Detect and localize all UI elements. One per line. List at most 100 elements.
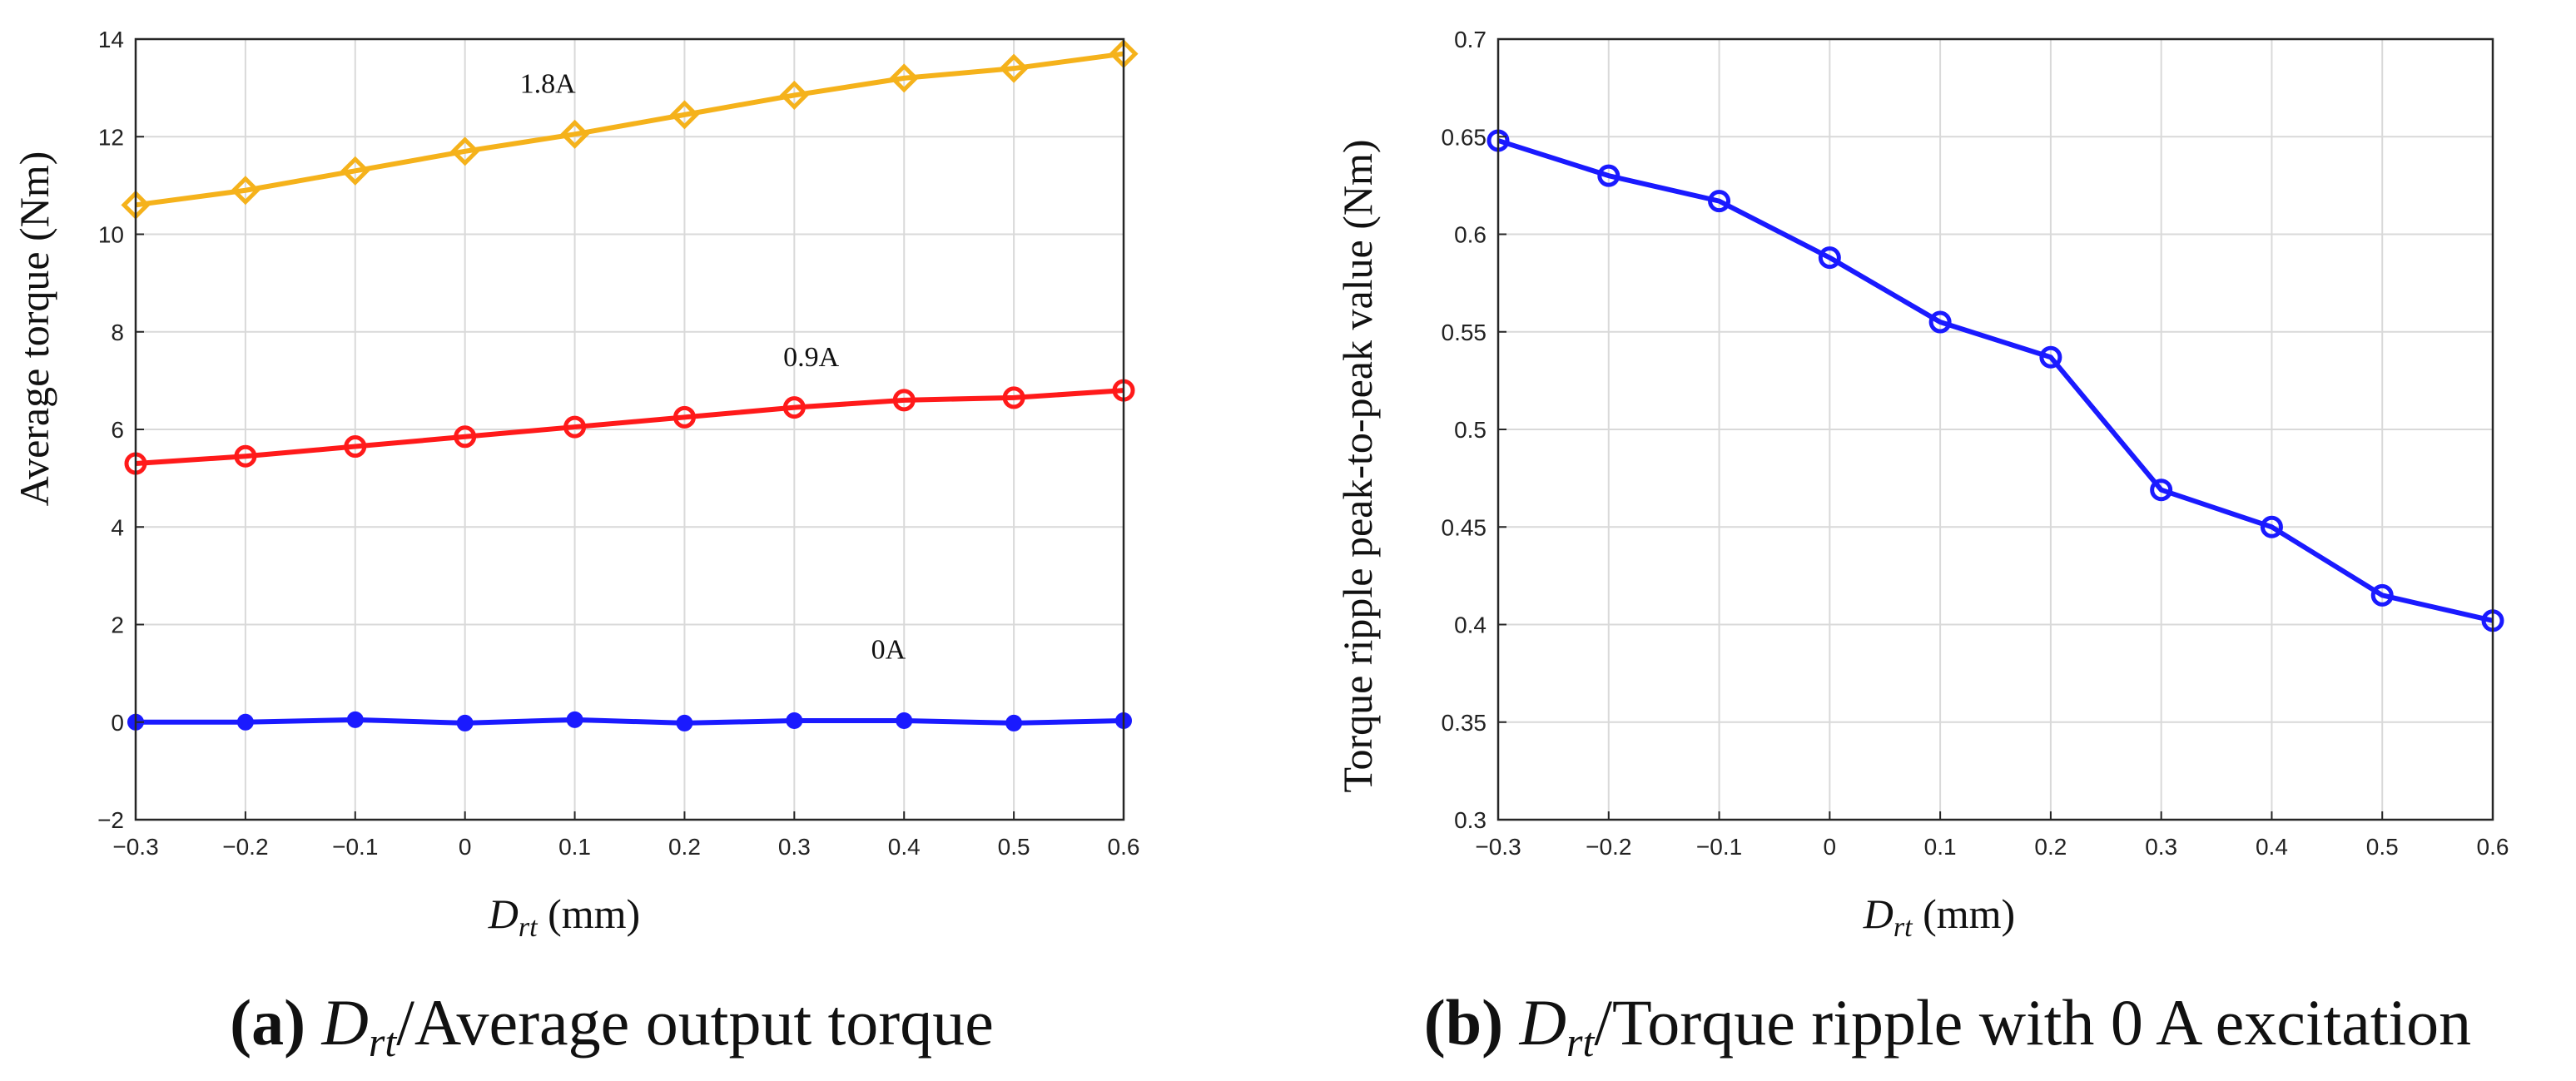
panel-a-series-label: 1.8A — [520, 68, 577, 99]
panel-a-data-point — [892, 389, 916, 412]
panel-a-x-tick-label: 0.4 — [888, 834, 921, 860]
panel-a-data-point — [676, 714, 693, 731]
panel-a-x-tick-label: 0.1 — [558, 834, 591, 860]
panel-b-x-tick-label: −0.2 — [1586, 834, 1631, 860]
panel-a-ticks: −0.3 −0.2 −0.1 0 0.1 0.2 0.3 0.4 0.5 0.6 −2 0 2 4 6 8 10… — [97, 27, 1139, 860]
panel-a-series-line — [135, 388, 1124, 467]
panel-b-x-axis-label-sub: rt — [1894, 912, 1913, 943]
panel-b-y-tick-label: 0.4 — [1454, 612, 1487, 638]
panel-a-y-tick-label: 0 — [111, 710, 124, 736]
panel-b-chart: −0.3 −0.2 −0.1 0 0.1 0.2 0.3 0.4 0.5 0.6 0.3 0.35 0.… — [1334, 27, 2509, 943]
panel-a-data-point — [999, 53, 1029, 83]
panel-a-annotations: 1.8A 0.9A 0A — [520, 68, 906, 665]
panel-b-caption-text: /Torque ripple with 0 A excitation — [1594, 986, 2471, 1059]
panel-b-y-tick-label: 0.3 — [1454, 807, 1487, 833]
panel-b-y-tick-label: 0.5 — [1454, 417, 1487, 443]
panel-a-data-point — [566, 711, 583, 728]
panel-a-data-point — [346, 711, 364, 728]
panel-b-grid — [1497, 38, 2494, 821]
panel-b-series-0a — [1487, 129, 2504, 632]
panel-a-caption-label: (a) — [230, 986, 305, 1059]
panel-b-data-point — [2039, 345, 2062, 369]
panel-b-series — [1487, 129, 2504, 632]
panel-a-data-point — [786, 712, 803, 729]
panel-a-series — [121, 39, 1139, 731]
panel-b-x-axis-label-main: D — [1863, 890, 1894, 937]
panel-b-caption-label: (b) — [1424, 986, 1503, 1059]
panel-b-x-tick-label: 0.5 — [2366, 834, 2399, 860]
panel-b-data-point — [1928, 310, 1952, 334]
panel-a-x-axis-label-unit: (mm) — [538, 890, 641, 937]
panel-a-series-label: 0A — [871, 635, 906, 666]
panel-a-y-tick-label: 2 — [111, 612, 124, 638]
panel-b-data-point — [2150, 479, 2173, 502]
panel-a-data-point — [673, 405, 696, 429]
panel-a-data-point — [234, 444, 257, 468]
panel-b-caption: (b) Drt/Torque ripple with 0 A excitatio… — [1424, 986, 2471, 1065]
panel-b-y-tick-label: 0.55 — [1442, 320, 1487, 345]
panel-a-data-point — [231, 176, 261, 206]
panel-a-series-0a — [127, 711, 1132, 731]
panel-b-caption-main: D — [1519, 986, 1566, 1059]
panel-a-data-point — [669, 100, 699, 130]
panel-a-data-point — [889, 63, 919, 93]
panel-a-series-line — [136, 717, 1124, 726]
panel-b-x-tick-label: −0.3 — [1475, 834, 1521, 860]
panel-a-x-axis-label-sub: rt — [519, 912, 539, 943]
panel-b-caption-sub: rt — [1566, 1019, 1595, 1065]
panel-a-data-point — [560, 119, 590, 149]
panel-a-data-point — [236, 713, 254, 731]
panel-a-x-axis-label: Drt (mm) — [488, 890, 640, 943]
panel-a-series-label: 0.9A — [783, 342, 840, 373]
panel-b-x-axis-label-unit: (mm) — [1913, 890, 2016, 937]
panel-a-caption-main: D — [321, 986, 369, 1059]
panel-a-y-tick-label: 14 — [98, 27, 124, 52]
panel-a-series-18a — [121, 39, 1139, 220]
panel-a-x-tick-label: −0.1 — [332, 834, 378, 860]
panel-a-caption: (a) Drt/Average output torque — [230, 986, 994, 1065]
panel-b-data-point — [1818, 246, 1841, 270]
panel-b-x-tick-label: 0.3 — [2145, 834, 2177, 860]
panel-a-x-tick-label: 0.6 — [1108, 834, 1140, 860]
panel-b-series-line — [1497, 138, 2494, 623]
panel-a-data-point — [1002, 386, 1025, 409]
panel-a-y-axis-label: Average torque (Nm) — [11, 151, 57, 507]
panel-b-data-point — [2260, 515, 2283, 538]
panel-a-grid — [135, 38, 1124, 821]
panel-a-x-tick-label: 0.2 — [668, 834, 701, 860]
panel-a-caption-sub: rt — [369, 1019, 397, 1065]
panel-b-x-tick-label: 0.6 — [2477, 834, 2509, 860]
panel-a-data-point — [454, 425, 477, 449]
panel-a-data-point — [563, 415, 587, 439]
panel-a-data-point — [450, 136, 480, 166]
panel-a-x-tick-label: −0.3 — [112, 834, 158, 860]
panel-b-data-point — [2370, 583, 2394, 607]
panel-a-y-tick-label: 8 — [111, 320, 124, 345]
panel-a-data-point — [782, 396, 806, 419]
panel-b-ticks: −0.3 −0.2 −0.1 0 0.1 0.2 0.3 0.4 0.5 0.6 0.3 0.35 0.… — [1442, 27, 2509, 860]
panel-a-x-tick-label: 0.5 — [998, 834, 1030, 860]
panel-b-y-tick-label: 0.45 — [1442, 514, 1487, 540]
panel-b-y-tick-label: 0.35 — [1442, 710, 1487, 736]
panel-b-x-tick-label: −0.1 — [1696, 834, 1742, 860]
panel-a-y-tick-label: 6 — [111, 417, 124, 443]
panel-a-series-09a — [124, 379, 1135, 475]
panel-a-x-axis-label-main: D — [488, 890, 519, 937]
panel-b-y-axis-label: Torque ripple peak-to-peak value (Nm) — [1334, 139, 1381, 792]
panel-a-data-point — [1005, 714, 1023, 731]
panel-a-data-point — [779, 80, 809, 110]
panel-b-x-tick-label: 0.1 — [1924, 834, 1957, 860]
panel-b-y-tick-label: 0.65 — [1442, 124, 1487, 150]
panel-b-data-point — [1597, 164, 1621, 187]
panel-a-x-tick-label: 0.3 — [778, 834, 811, 860]
panel-a-data-point — [340, 156, 370, 186]
panel-b-x-tick-label: 0.4 — [2256, 834, 2288, 860]
panel-b-data-point — [1708, 190, 1731, 213]
panel-a-x-tick-label: 0 — [459, 834, 472, 860]
panel-a-series-line — [135, 51, 1124, 208]
panel-a-data-point — [456, 714, 474, 731]
panel-a-data-point — [344, 435, 367, 459]
panel-b-y-tick-label: 0.6 — [1454, 222, 1487, 248]
panel-a-chart: −0.3 −0.2 −0.1 0 0.1 0.2 0.3 0.4 0.5 0.6 −2 0 2 4 6 8 10… — [11, 27, 1139, 943]
